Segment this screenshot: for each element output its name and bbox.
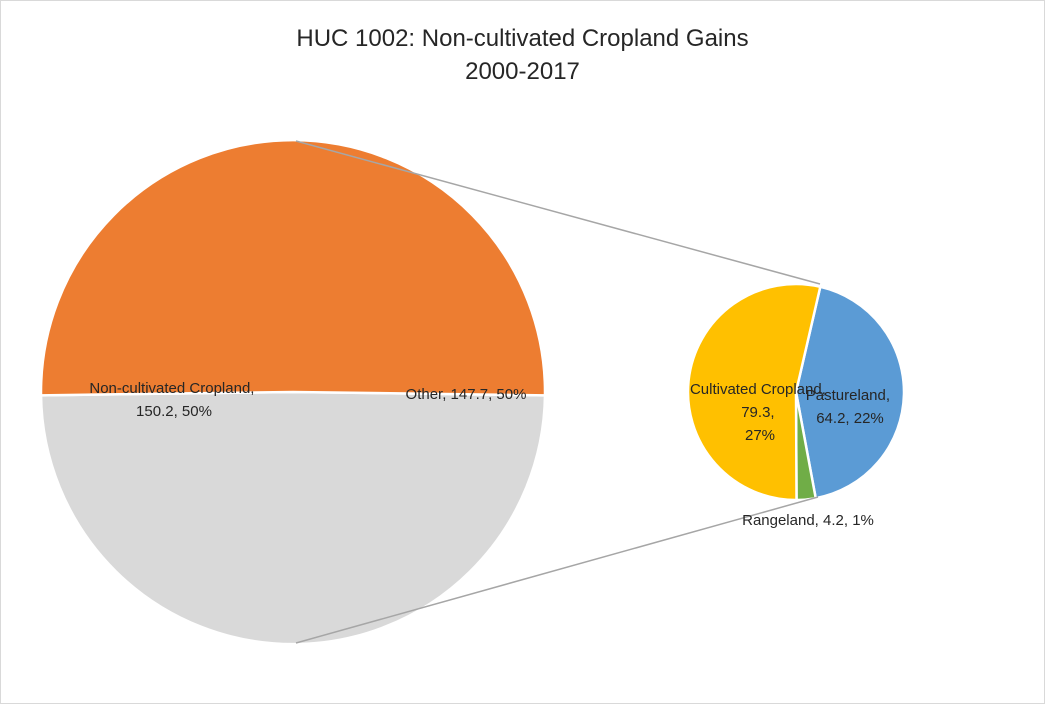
label-pastureland: Pastureland, 64.2, 22%	[806, 387, 894, 427]
label-cultivated-line3: 27%	[745, 427, 775, 444]
slices-layer	[39, 138, 906, 646]
connector-lines	[295, 140, 821, 644]
label-rangeland: Rangeland, 4.2, 1%	[742, 512, 874, 529]
label-noncultivated-line2: 150.2, 50%	[136, 403, 212, 420]
subtitle-line: 2000-2017	[465, 58, 580, 85]
connector-lower	[295, 496, 819, 644]
label-noncultivated: Non-cultivated Cropland, 150.2, 50%	[89, 380, 258, 420]
slice-pastureland	[794, 285, 906, 500]
label-pastureland-line2: 64.2, 22%	[816, 410, 884, 427]
data-labels: Non-cultivated Cropland, 150.2, 50% Othe…	[89, 380, 894, 529]
label-cultivated-line2: 79.3,	[741, 404, 774, 421]
connector-upper	[295, 140, 821, 285]
label-cultivated: Cultivated Cropland, 79.3, 27%	[690, 381, 830, 444]
slice-noncultivated-cropland	[39, 138, 547, 397]
label-noncultivated-line1: Non-cultivated Cropland,	[89, 380, 254, 397]
chart-title: HUC 1002: Non-cultivated Cropland Gains …	[0, 22, 1045, 88]
label-pastureland-line1: Pastureland,	[806, 387, 890, 404]
label-cultivated-line1: Cultivated Cropland,	[690, 381, 826, 398]
label-other: Other, 147.7, 50%	[406, 386, 527, 403]
title-line: HUC 1002: Non-cultivated Cropland Gains	[296, 25, 749, 52]
slice-cultivated-cropland	[686, 282, 822, 502]
slice-other	[39, 390, 547, 646]
